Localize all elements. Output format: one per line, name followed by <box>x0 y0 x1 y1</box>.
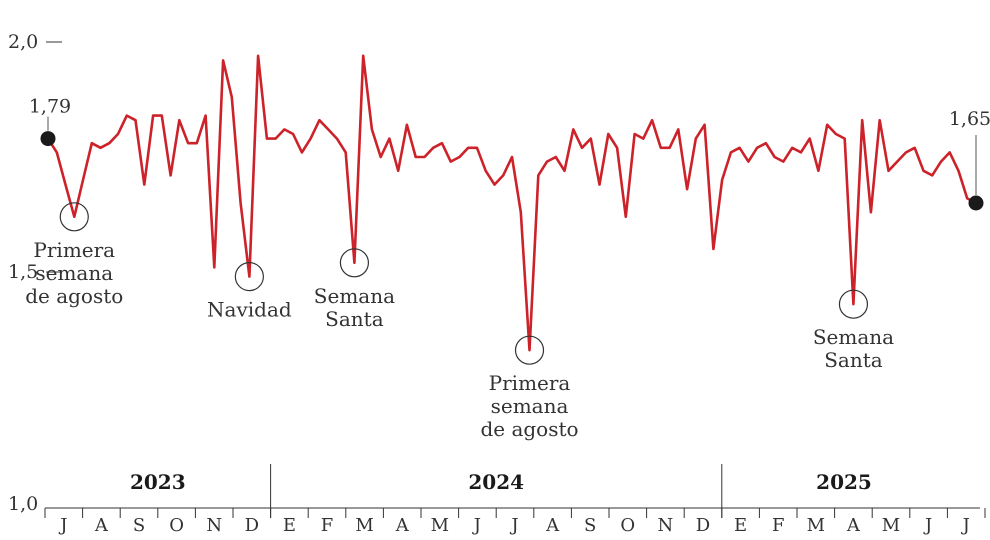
month-label: J <box>923 515 932 536</box>
month-label: M <box>882 515 900 536</box>
month-label: D <box>245 515 259 536</box>
month-label: O <box>620 515 635 536</box>
month-label: A <box>94 515 109 536</box>
annotation-line: Primera <box>33 238 115 262</box>
month-label: F <box>321 515 334 536</box>
annotation-text: Primera semana de agosto <box>25 238 123 308</box>
month-label: F <box>772 515 785 536</box>
annotation-line: de agosto <box>25 284 123 308</box>
endpoint-label: 1,79 <box>29 96 71 118</box>
y-tick-label: 1,0 <box>8 493 38 515</box>
month-label: N <box>206 515 222 536</box>
month-label: J <box>472 515 481 536</box>
annotation-circle <box>339 248 370 278</box>
annotation-line: Santa <box>824 348 883 372</box>
annotation-text: Primera semana de agosto <box>480 371 578 441</box>
annotation-circle <box>59 202 89 232</box>
annotation-text: Navidad <box>207 298 292 322</box>
month-label: E <box>734 515 747 536</box>
annotation-line: Santa <box>325 307 384 331</box>
month-label: S <box>584 515 596 536</box>
annotation-circle <box>234 262 264 292</box>
month-label: A <box>846 515 861 536</box>
month-label: A <box>395 515 410 536</box>
endpoint-marker <box>968 195 984 211</box>
year-label: 2023 <box>130 470 186 494</box>
month-label: D <box>696 515 710 536</box>
annotation-line: Semana <box>314 284 395 308</box>
annotation-text: Semana Santa <box>314 284 395 331</box>
annotation-text: Semana Santa <box>813 325 894 372</box>
series-line <box>46 54 978 352</box>
annotation-line: Semana <box>813 325 894 349</box>
month-label: J <box>961 515 970 536</box>
year-label: 2025 <box>816 470 872 494</box>
month-label: O <box>169 515 184 536</box>
endpoint-marker <box>40 131 56 147</box>
month-label: M <box>807 515 825 536</box>
month-label: N <box>658 515 674 536</box>
y-tick-label: 2,0 <box>8 31 38 53</box>
chart-marks <box>40 54 984 352</box>
annotation-line: Navidad <box>207 298 292 322</box>
annotation-line: de agosto <box>480 417 578 441</box>
month-label: J <box>509 515 518 536</box>
y-tick-label: 1,5 <box>8 261 38 283</box>
annotation-circle <box>838 289 869 319</box>
month-label: M <box>355 515 373 536</box>
year-label: 2024 <box>468 470 524 494</box>
y-axis: 2,0 1,5 1,0 <box>8 31 62 515</box>
month-label: M <box>431 515 449 536</box>
month-label: E <box>283 515 296 536</box>
month-label: A <box>545 515 560 536</box>
month-label: S <box>133 515 145 536</box>
annotation-line: semana <box>35 261 113 285</box>
annotation-line: semana <box>491 394 569 418</box>
endpoint-label: 1,65 <box>949 108 990 130</box>
annotation-circle <box>514 335 545 365</box>
month-label: J <box>58 515 67 536</box>
annotation-line: Primera <box>489 371 571 395</box>
